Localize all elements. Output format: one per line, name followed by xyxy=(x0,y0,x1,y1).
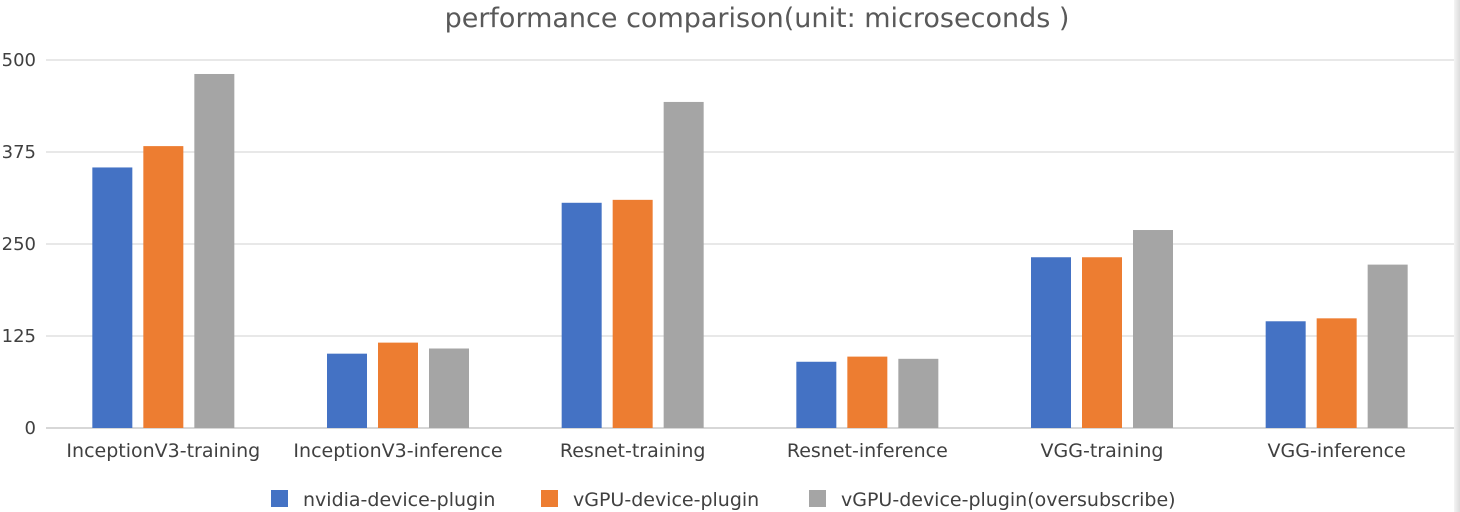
bar-5-0 xyxy=(1265,321,1306,428)
window-edge xyxy=(1454,0,1460,512)
bar-3-2 xyxy=(898,358,939,428)
y-tick-label: 500 xyxy=(2,50,36,71)
x-category-label: Resnet-training xyxy=(560,440,706,462)
bar-4-0 xyxy=(1031,257,1071,428)
x-axis-category-labels: InceptionV3-training InceptionV3-inferenc… xyxy=(66,440,1405,462)
bar-4-1 xyxy=(1082,257,1122,428)
x-category-label: VGG-training xyxy=(1041,440,1164,462)
bar-0-2 xyxy=(194,73,235,428)
legend-label: vGPU-device-plugin xyxy=(573,489,759,511)
bar-1-0 xyxy=(327,353,367,428)
bars xyxy=(92,73,1408,429)
gridlines xyxy=(46,59,1454,429)
legend-label: nvidia-device-plugin xyxy=(303,489,495,511)
chart-title: performance comparison(unit: microsecond… xyxy=(445,3,1070,34)
bar-1-2 xyxy=(429,348,469,428)
y-tick-label: 125 xyxy=(2,326,36,347)
bar-1-1 xyxy=(378,342,418,428)
bar-5-2 xyxy=(1367,264,1408,428)
legend-swatch xyxy=(809,490,826,507)
x-category-label: VGG-inference xyxy=(1268,440,1406,462)
legend: nvidia-device-plugin vGPU-device-plugin vG… xyxy=(271,489,1176,511)
legend-swatch xyxy=(271,490,288,507)
bar-3-0 xyxy=(796,361,837,428)
x-category-label: InceptionV3-inference xyxy=(293,440,502,462)
legend-label: vGPU-device-plugin(oversubscribe) xyxy=(841,489,1176,511)
y-axis-tick-labels: 0 125 250 375 500 xyxy=(2,50,36,439)
bar-2-0 xyxy=(561,202,602,428)
bar-0-0 xyxy=(92,167,133,428)
y-tick-label: 375 xyxy=(2,142,36,163)
bar-2-1 xyxy=(612,199,653,428)
y-tick-label: 0 xyxy=(25,418,36,439)
x-category-label: Resnet-inference xyxy=(787,440,948,462)
legend-swatch xyxy=(541,490,558,507)
bar-0-1 xyxy=(143,146,184,428)
bar-4-2 xyxy=(1133,230,1173,428)
bar-2-2 xyxy=(663,101,704,429)
y-tick-label: 250 xyxy=(2,234,36,255)
bar-3-1 xyxy=(847,356,888,428)
x-category-label: InceptionV3-training xyxy=(66,440,260,462)
bar-5-1 xyxy=(1316,318,1357,428)
